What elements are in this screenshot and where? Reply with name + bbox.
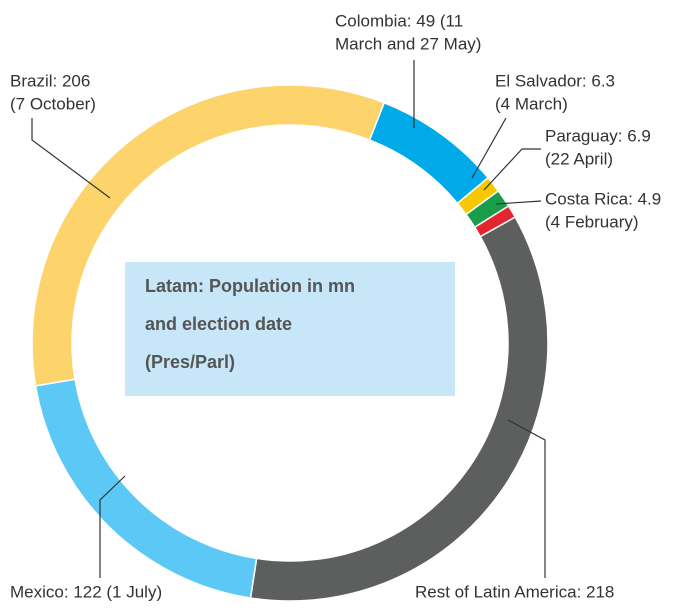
leader-line: [483, 148, 541, 191]
data-label: (4 March): [495, 94, 568, 113]
chart-title: Latam: Population in mn: [145, 276, 355, 296]
leader-line: [31, 118, 111, 199]
data-label: Colombia: 49 (11: [335, 11, 463, 30]
data-label: Rest of Latin America: 218: [415, 582, 614, 601]
leader-line: [471, 117, 507, 179]
data-label: March and 27 May): [335, 34, 481, 53]
donut-segment: [368, 101, 490, 205]
data-label: (22 April): [545, 149, 613, 168]
leader-line: [99, 475, 126, 578]
data-label: El Salvador: 6.3: [495, 71, 615, 90]
donut-segment: [34, 378, 258, 599]
leader-line: [495, 200, 542, 205]
chart-title: (Pres/Parl): [145, 352, 235, 372]
chart-title: and election date: [145, 314, 292, 334]
data-label: Brazil: 206: [10, 71, 90, 90]
data-label: Paraguay: 6.9: [545, 126, 651, 145]
data-label: Mexico: 122 (1 July): [10, 582, 162, 601]
data-label: Costa Rica: 4.9: [545, 189, 661, 208]
data-label: (7 October): [10, 94, 96, 113]
donut-segment: [31, 84, 386, 387]
leader-line: [507, 419, 546, 578]
title-box: [125, 262, 455, 396]
data-label: (4 February): [545, 212, 639, 231]
